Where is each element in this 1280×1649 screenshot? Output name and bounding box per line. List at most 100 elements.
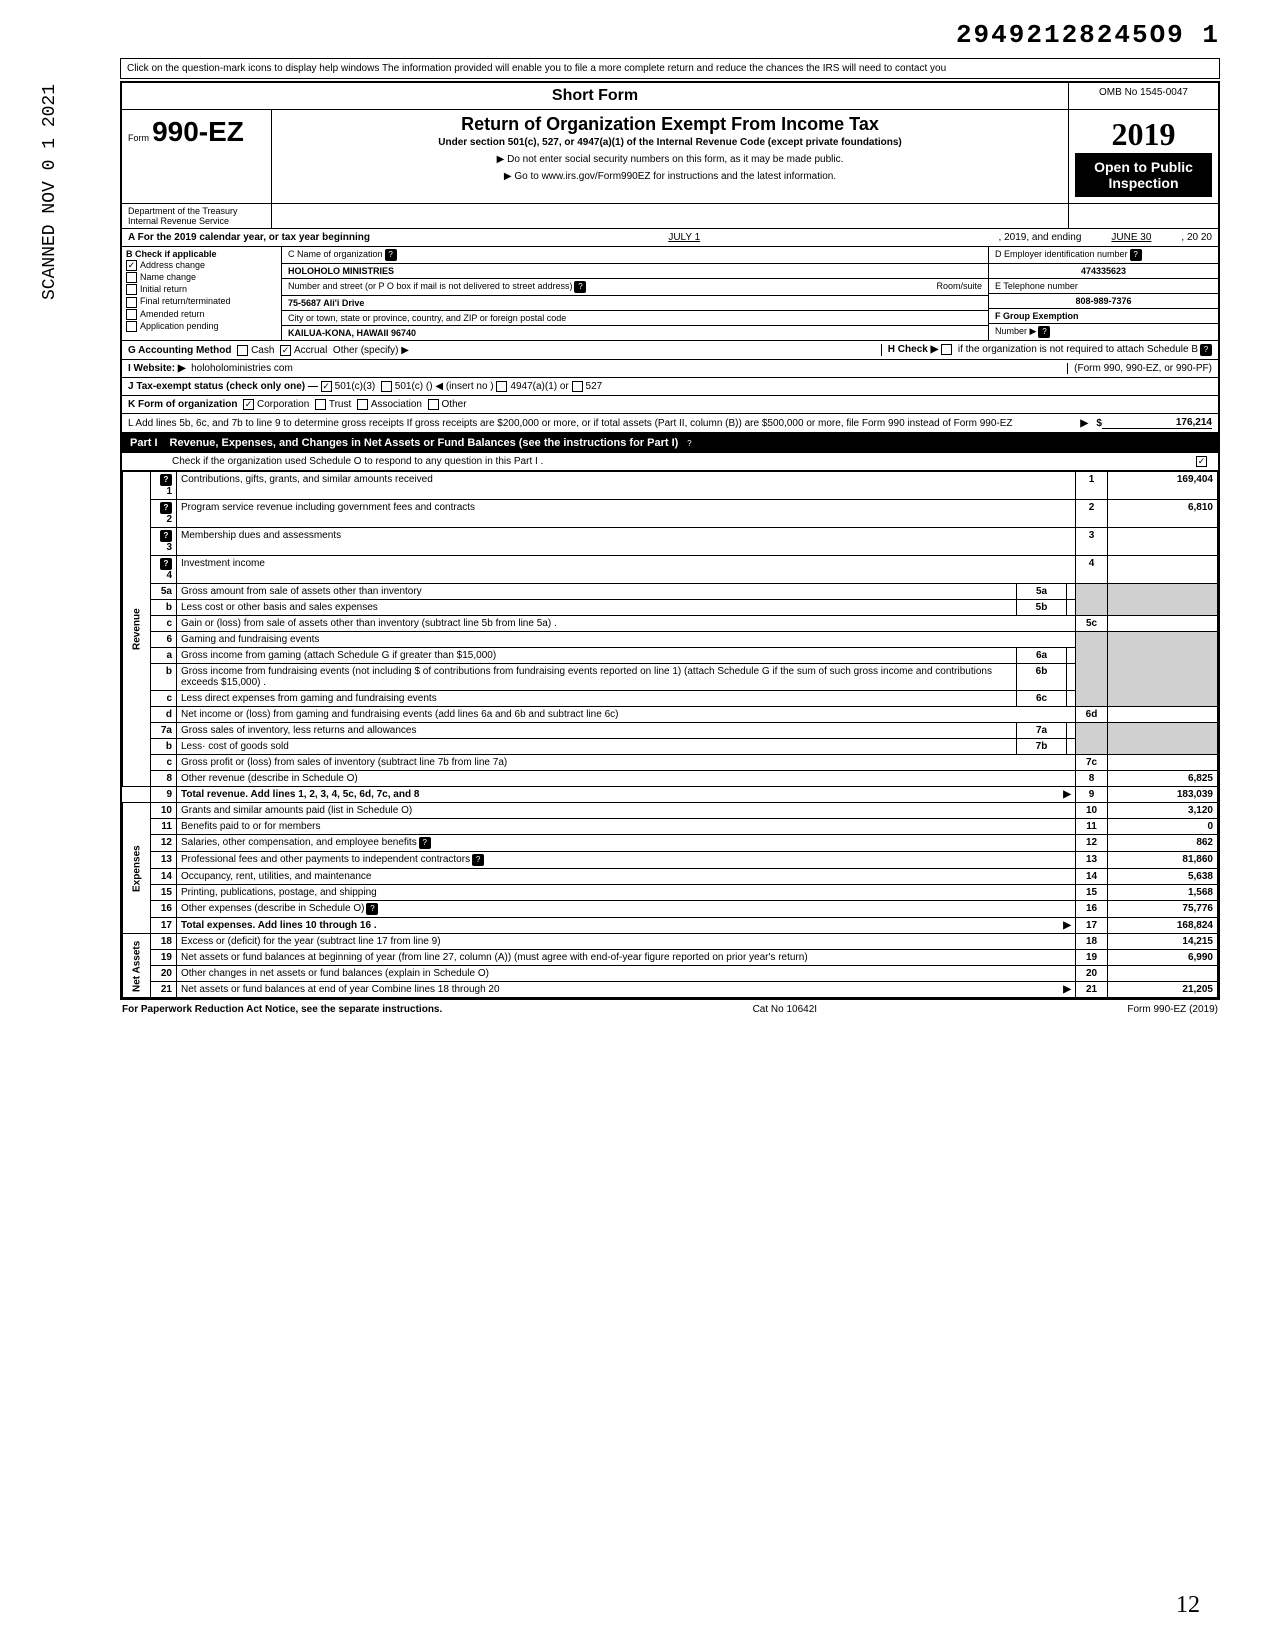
check-501c3[interactable]: ✓	[321, 381, 332, 392]
line-5c-amount[interactable]	[1108, 616, 1218, 632]
line-10-amount[interactable]: 3,120	[1108, 803, 1218, 819]
revenue-label: Revenue	[123, 472, 151, 787]
check-527[interactable]	[572, 381, 583, 392]
table-row: 21Net assets or fund balances at end of …	[123, 982, 1218, 998]
form-990ez: Short Form OMB No 1545-0047 Form 990-EZ …	[120, 81, 1220, 1000]
table-row: Net Assets 18Excess or (deficit) for the…	[123, 934, 1218, 950]
line-1-amount[interactable]: 169,404	[1108, 472, 1218, 500]
table-row: ? 4Investment income4	[123, 556, 1218, 584]
help-icon[interactable]: ?	[683, 438, 695, 450]
check-schedule-b[interactable]	[941, 344, 952, 355]
table-row: 12Salaries, other compensation, and empl…	[123, 835, 1218, 852]
help-icon[interactable]: ?	[385, 249, 397, 261]
gross-receipts[interactable]: 176,214	[1102, 417, 1212, 429]
check-final-return[interactable]	[126, 297, 137, 308]
table-row: Expenses 10Grants and similar amounts pa…	[123, 803, 1218, 819]
check-address-change[interactable]: ✓	[126, 260, 137, 271]
line-19-amount[interactable]: 6,990	[1108, 950, 1218, 966]
check-application-pending[interactable]	[126, 321, 137, 332]
check-name-change[interactable]	[126, 272, 137, 283]
part-1-header: Part I Revenue, Expenses, and Changes in…	[122, 434, 1218, 453]
table-row: bLess· cost of goods sold7b	[123, 739, 1218, 755]
tax-year: 2019	[1075, 116, 1212, 153]
help-icon[interactable]: ?	[366, 903, 378, 915]
line-15-amount[interactable]: 1,568	[1108, 885, 1218, 901]
year-begin[interactable]: JULY 1	[370, 232, 999, 243]
line-17-amount[interactable]: 168,824	[1108, 918, 1218, 934]
table-row: cLess direct expenses from gaming and fu…	[123, 691, 1218, 707]
ssn-warning: ▶ Do not enter social security numbers o…	[280, 154, 1060, 165]
line-8-amount[interactable]: 6,825	[1108, 771, 1218, 787]
help-icon[interactable]: ?	[1130, 249, 1142, 261]
ein-value[interactable]: 474335623	[989, 264, 1218, 279]
page-mark: 12	[1176, 1592, 1200, 1619]
phone-value[interactable]: 808-989-7376	[989, 294, 1218, 309]
line-4-amount[interactable]	[1108, 556, 1218, 584]
org-name[interactable]: HOLOHOLO MINISTRIES	[282, 264, 988, 279]
dept-treasury: Department of the Treasury Internal Reve…	[122, 204, 272, 228]
line-2-amount[interactable]: 6,810	[1108, 500, 1218, 528]
help-icon[interactable]: ?	[1038, 326, 1050, 338]
form-subtitle: Under section 501(c), 527, or 4947(a)(1)…	[280, 137, 1060, 148]
street-address[interactable]: 75-5687 Ali'i Drive	[282, 296, 988, 311]
line-20-amount[interactable]	[1108, 966, 1218, 982]
lines-table: Revenue ? 1Contributions, gifts, grants,…	[122, 471, 1218, 998]
table-row: 20Other changes in net assets or fund ba…	[123, 966, 1218, 982]
help-icon[interactable]: ?	[1200, 344, 1212, 356]
line-16-amount[interactable]: 75,776	[1108, 901, 1218, 918]
table-row: 19Net assets or fund balances at beginni…	[123, 950, 1218, 966]
line-13-amount[interactable]: 81,860	[1108, 852, 1218, 869]
table-row: 16Other expenses (describe in Schedule O…	[123, 901, 1218, 918]
table-row: 6Gaming and fundraising events	[123, 632, 1218, 648]
line-14-amount[interactable]: 5,638	[1108, 869, 1218, 885]
table-row: 17Total expenses. Add lines 10 through 1…	[123, 918, 1218, 934]
help-icon[interactable]: ?	[419, 837, 431, 849]
year-end-month[interactable]: JUNE 30	[1081, 232, 1181, 243]
goto-link: ▶ Go to www.irs.gov/Form990EZ for instru…	[280, 171, 1060, 182]
check-trust[interactable]	[315, 399, 326, 410]
table-row: 8Other revenue (describe in Schedule O)8…	[123, 771, 1218, 787]
city-state-zip[interactable]: KAILUA-KONA, HAWAII 96740	[282, 326, 988, 340]
line-21-amount[interactable]: 21,205	[1108, 982, 1218, 998]
short-form-title: Short Form	[122, 83, 1068, 109]
website-value[interactable]: holoholoministries com	[191, 363, 293, 374]
footer-form: Form 990-EZ (2019)	[1127, 1004, 1218, 1015]
section-k-form-org: K Form of organization ✓Corporation Trus…	[122, 396, 1218, 414]
footer: For Paperwork Reduction Act Notice, see …	[120, 1000, 1220, 1019]
table-row: ? 3Membership dues and assessments3	[123, 528, 1218, 556]
section-b-checks: B Check if applicable ✓Address change Na…	[122, 247, 282, 340]
help-icon[interactable]: ?	[472, 854, 484, 866]
table-row: 11Benefits paid to or for members110	[123, 819, 1218, 835]
section-a-tax-year: A For the 2019 calendar year, or tax yea…	[122, 229, 1218, 247]
check-schedule-o[interactable]: ✓	[1196, 456, 1207, 467]
help-icon[interactable]: ?	[574, 281, 586, 293]
check-corporation[interactable]: ✓	[243, 399, 254, 410]
line-6d-amount[interactable]	[1108, 707, 1218, 723]
table-row: dNet income or (loss) from gaming and fu…	[123, 707, 1218, 723]
line-9-amount[interactable]: 183,039	[1108, 787, 1218, 803]
line-7c-amount[interactable]	[1108, 755, 1218, 771]
line-12-amount[interactable]: 862	[1108, 835, 1218, 852]
line-3-amount[interactable]	[1108, 528, 1218, 556]
scanned-stamp: SCANNED NOV 0 1 2021	[40, 84, 60, 300]
table-row: cGain or (loss) from sale of assets othe…	[123, 616, 1218, 632]
line-18-amount[interactable]: 14,215	[1108, 934, 1218, 950]
year-end: , 20 20	[1181, 232, 1212, 243]
table-row: 15Printing, publications, postage, and s…	[123, 885, 1218, 901]
form-label: Form	[128, 133, 149, 143]
table-row: aGross income from gaming (attach Schedu…	[123, 648, 1218, 664]
check-cash[interactable]	[237, 345, 248, 356]
table-row: 7aGross sales of inventory, less returns…	[123, 723, 1218, 739]
help-box: Click on the question-mark icons to disp…	[120, 58, 1220, 79]
check-501c[interactable]	[381, 381, 392, 392]
line-11-amount[interactable]: 0	[1108, 819, 1218, 835]
check-accrual[interactable]: ✓	[280, 345, 291, 356]
check-other[interactable]	[428, 399, 439, 410]
footer-cat: Cat No 10642I	[753, 1004, 818, 1015]
inspection-badge: Open to PublicInspection	[1075, 153, 1212, 197]
table-row: Revenue ? 1Contributions, gifts, grants,…	[123, 472, 1218, 500]
check-4947[interactable]	[496, 381, 507, 392]
check-amended[interactable]	[126, 309, 137, 320]
check-initial-return[interactable]	[126, 284, 137, 295]
check-association[interactable]	[357, 399, 368, 410]
